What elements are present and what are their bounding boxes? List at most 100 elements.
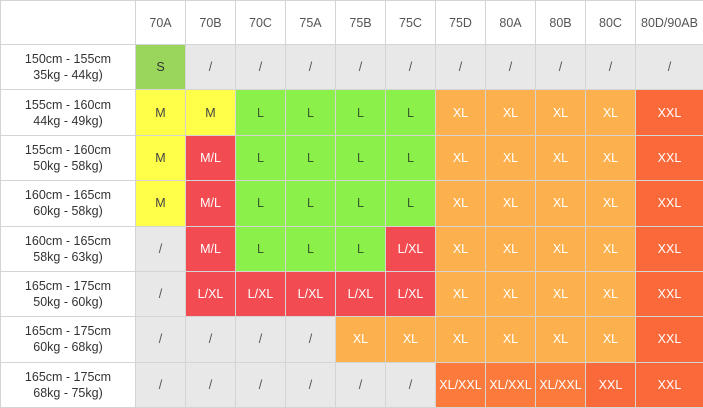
size-cell: L/XL [385, 270, 436, 318]
row-label-line: 155cm - 160cm [24, 142, 112, 157]
column-header: 75A [285, 0, 336, 45]
size-cell: XL [485, 270, 536, 318]
size-row: 150cm - 155cm 35kg - 44kg) S / / / / / / / / / / [0, 43, 703, 91]
size-cell: XXL [635, 361, 703, 408]
size-cell: XXL [635, 89, 703, 136]
size-cell: XL [535, 225, 586, 272]
row-label-line: 150cm - 155cm [24, 52, 112, 67]
size-cell: XXL [635, 134, 703, 182]
size-cell: / [135, 270, 186, 318]
size-cell: XL [535, 89, 586, 136]
size-cell: / [385, 361, 436, 408]
size-cell: XL [535, 316, 586, 363]
row-label-line: 50kg - 58kg) [33, 158, 103, 173]
size-cell: / [235, 43, 286, 91]
row-label-line: 160cm - 165cm [24, 233, 112, 248]
size-cell: M/L [185, 180, 236, 227]
row-label-line: 165cm - 175cm [24, 279, 112, 294]
row-label-line: 165cm - 175cm [24, 324, 112, 339]
header-row: 70A 70B 70C 75A 75B 75C 75D 80A 80B 80C 80D/90AB [0, 0, 703, 45]
size-cell: XL [585, 89, 636, 136]
size-cell: / [135, 361, 186, 408]
row-label-line: 160cm - 165cm [24, 188, 112, 203]
column-header: 70A [135, 0, 186, 45]
size-row: 165cm - 175cm 68kg - 75kg) / / / / / / XL/XXL XL/… [0, 361, 703, 408]
size-cell: M [135, 89, 186, 136]
size-cell: M [135, 134, 186, 182]
size-cell: XL [335, 316, 386, 363]
size-cell: / [135, 225, 186, 272]
size-cell: XXL [635, 225, 703, 272]
size-cell: XL [585, 270, 636, 318]
column-header: 75D [435, 0, 486, 45]
size-cell: XXL [585, 361, 636, 408]
corner-cell [0, 0, 136, 45]
size-cell: L [285, 89, 336, 136]
size-cell: / [335, 361, 386, 408]
row-label: 165cm - 175cm 50kg - 60kg) [0, 270, 136, 318]
size-cell: L/XL [285, 270, 336, 318]
size-cell: / [285, 43, 336, 91]
size-cell: / [535, 43, 586, 91]
column-header: 70C [235, 0, 286, 45]
size-cell: L [235, 180, 286, 227]
row-label-line: 155cm - 160cm [24, 97, 112, 112]
size-cell: M [185, 89, 236, 136]
size-cell: XL [485, 89, 536, 136]
size-cell: S [135, 43, 186, 91]
size-cell: L [235, 225, 286, 272]
size-cell: L [335, 134, 386, 182]
size-cell: L/XL [385, 225, 436, 272]
row-label: 155cm - 160cm 44kg - 49kg) [0, 89, 136, 136]
size-cell: XL [535, 180, 586, 227]
size-cell: XL/XXL [535, 361, 586, 408]
row-label-line: 35kg - 44kg) [33, 68, 103, 83]
row-label: 150cm - 155cm 35kg - 44kg) [0, 43, 136, 91]
size-row: 160cm - 165cm 60kg - 58kg) M M/L L L L L XL XL XL X… [0, 180, 703, 227]
row-label-line: 50kg - 60kg) [33, 295, 103, 310]
row-label-line: 68kg - 75kg) [33, 385, 103, 400]
size-row: 165cm - 175cm 50kg - 60kg) / L/XL L/XL L/XL L/… [0, 270, 703, 318]
size-cell: L/XL [335, 270, 386, 318]
column-header: 80B [535, 0, 586, 45]
size-cell: XXL [635, 316, 703, 363]
size-cell: XL [435, 134, 486, 182]
row-label: 160cm - 165cm 58kg - 63kg) [0, 225, 136, 272]
size-cell: / [335, 43, 386, 91]
row-label: 160cm - 165cm 60kg - 58kg) [0, 180, 136, 227]
size-cell: / [235, 361, 286, 408]
size-cell: XL [435, 180, 486, 227]
size-cell: L [335, 180, 386, 227]
size-row: 165cm - 175cm 60kg - 68kg) / / / / XL XL XL XL XL X… [0, 316, 703, 363]
row-label-line: 165cm - 175cm [24, 369, 112, 384]
row-label-line: 60kg - 68kg) [33, 340, 103, 355]
size-cell: XL/XXL [435, 361, 486, 408]
size-cell: XL [485, 134, 536, 182]
row-label-line: 58kg - 63kg) [33, 249, 103, 264]
size-cell: XL [435, 89, 486, 136]
size-row: 160cm - 165cm 58kg - 63kg) / M/L L L L L/XL XL XL… [0, 225, 703, 272]
size-cell: L [385, 89, 436, 136]
size-cell: L [235, 89, 286, 136]
size-cell: / [485, 43, 536, 91]
size-cell: M/L [185, 225, 236, 272]
size-cell: XL [435, 225, 486, 272]
size-cell: L/XL [235, 270, 286, 318]
size-cell: / [185, 43, 236, 91]
row-label-line: 60kg - 58kg) [33, 204, 103, 219]
size-cell: M [135, 180, 186, 227]
size-cell: / [135, 316, 186, 363]
size-cell: XL [435, 316, 486, 363]
size-cell: / [185, 316, 236, 363]
size-cell: XL [435, 270, 486, 318]
size-cell: / [435, 43, 486, 91]
size-row: 155cm - 160cm 50kg - 58kg) M M/L L L L L XL XL XL X… [0, 134, 703, 182]
table-body: 150cm - 155cm 35kg - 44kg) S / / / / / / / / //155c… [0, 43, 703, 408]
column-header: 70B [185, 0, 236, 45]
size-row: 155cm - 160cm 44kg - 49kg) M M L L L L XL XL XL XL X… [0, 89, 703, 136]
row-label: 155cm - 160cm 50kg - 58kg) [0, 134, 136, 182]
row-label: 165cm - 175cm 60kg - 68kg) [0, 316, 136, 363]
size-cell: / [585, 43, 636, 91]
size-cell: L [285, 225, 336, 272]
